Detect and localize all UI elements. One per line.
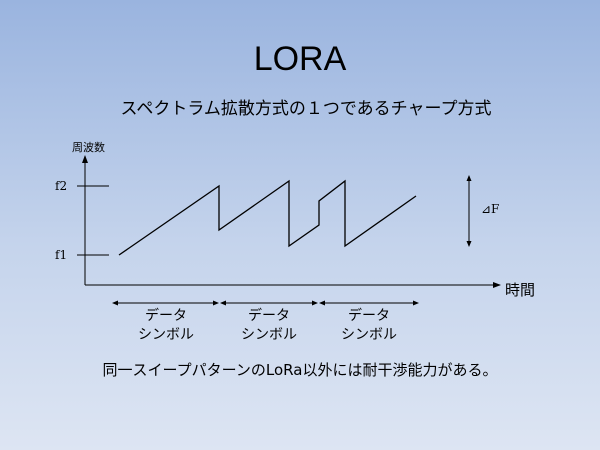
symbol-label-line2: シンボル [341, 327, 397, 343]
slide-title: LORA [253, 40, 347, 78]
symbol-label-line1: データ [145, 308, 187, 324]
f1-label: f1 [55, 248, 68, 262]
f2-label: f2 [55, 179, 68, 193]
y-axis-label: 周波数 [72, 141, 105, 154]
delta-f-label: ⊿F [481, 202, 500, 216]
symbol-label-2: データ シンボル [229, 307, 309, 345]
symbol-label-line2: シンボル [241, 327, 297, 343]
slide-footer-note: 同一スイープパターンのLoRa以外には耐干渉能力がある。 [102, 361, 498, 379]
symbol-label-line2: シンボル [138, 327, 194, 343]
symbol-label-1: データ シンボル [126, 307, 206, 345]
symbol-label-line1: データ [348, 308, 390, 324]
x-axis-label: 時間 [505, 281, 536, 299]
chirp-signal [118, 179, 417, 256]
slide-subtitle: スペクトラム拡散方式の１つであるチャープ方式 [120, 99, 492, 119]
symbol-label-3: データ シンボル [329, 307, 409, 345]
symbol-label-line1: データ [248, 308, 290, 324]
